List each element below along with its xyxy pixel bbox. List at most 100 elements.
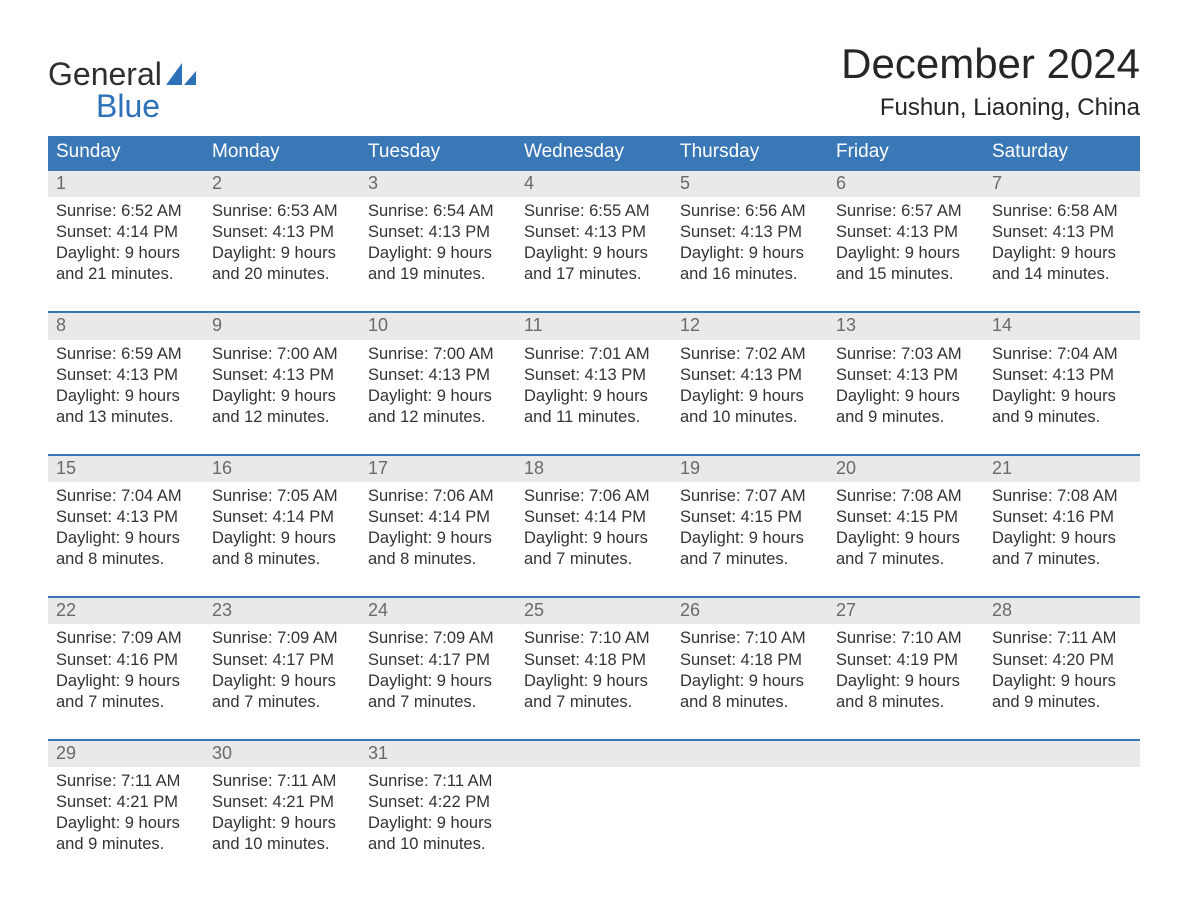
weekday-header-cell: Saturday xyxy=(984,136,1140,169)
calendar-day-cell: 23Sunrise: 7:09 AM Sunset: 4:17 PM Dayli… xyxy=(204,598,360,720)
page-header: General Blue December 2024 Fushun, Liaon… xyxy=(48,40,1140,122)
day-number: 6 xyxy=(828,171,984,197)
day-number: 11 xyxy=(516,313,672,339)
calendar-day-cell: 5 Sunrise: 6:56 AM Sunset: 4:13 PM Daylig… xyxy=(672,171,828,293)
calendar-day-cell: 19 Sunrise: 7:07 AM Sunset: 4:15 PM Dayli… xyxy=(672,456,828,578)
calendar-day-cell xyxy=(672,741,828,863)
logo: General Blue xyxy=(48,40,196,122)
calendar-day-cell: 9 Sunrise: 7:00 AM Sunset: 4:13 PM Daylig… xyxy=(204,313,360,435)
day-number xyxy=(828,741,984,767)
calendar-day-cell: 11 Sunrise: 7:01 AM Sunset: 4:13 PM Dayli… xyxy=(516,313,672,435)
day-number: 27 xyxy=(828,598,984,624)
calendar-week-row: 29 Sunrise: 7:11 AM Sunset: 4:21 PM Dayli… xyxy=(48,739,1140,863)
day-detail-text: Sunrise: 7:04 AM Sunset: 4:13 PM Dayligh… xyxy=(56,486,196,570)
day-detail-text: Sunrise: 7:11 AM Sunset: 4:22 PM Dayligh… xyxy=(368,771,508,855)
day-number: 16 xyxy=(204,456,360,482)
day-number: 29 xyxy=(48,741,204,767)
day-number: 10 xyxy=(360,313,516,339)
title-block: December 2024 Fushun, Liaoning, China xyxy=(841,40,1140,122)
day-number: 26 xyxy=(672,598,828,624)
weekday-header-cell: Monday xyxy=(204,136,360,169)
day-number: 12 xyxy=(672,313,828,339)
month-title: December 2024 xyxy=(841,40,1140,88)
day-detail-text: Sunrise: 6:52 AM Sunset: 4:14 PM Dayligh… xyxy=(56,201,196,285)
day-number: 2 xyxy=(204,171,360,197)
logo-text-blue: Blue xyxy=(48,90,196,122)
day-number: 31 xyxy=(360,741,516,767)
calendar-day-cell: 27 Sunrise: 7:10 AM Sunset: 4:19 PM Dayli… xyxy=(828,598,984,720)
day-number: 4 xyxy=(516,171,672,197)
logo-sail-icon xyxy=(166,58,196,90)
day-detail-text: Sunrise: 7:01 AM Sunset: 4:13 PM Dayligh… xyxy=(524,344,664,428)
calendar-day-cell xyxy=(984,741,1140,863)
day-detail-text: Sunrise: 7:09 AM Sunset: 4:16 PM Dayligh… xyxy=(56,628,196,712)
day-detail-text: Sunrise: 6:58 AM Sunset: 4:13 PM Dayligh… xyxy=(992,201,1132,285)
day-number: 19 xyxy=(672,456,828,482)
day-number: 15 xyxy=(48,456,204,482)
weekday-header-row: SundayMondayTuesdayWednesdayThursdayFrid… xyxy=(48,136,1140,169)
calendar-day-cell: 17 Sunrise: 7:06 AM Sunset: 4:14 PM Dayli… xyxy=(360,456,516,578)
calendar-day-cell: 2 Sunrise: 6:53 AM Sunset: 4:13 PM Daylig… xyxy=(204,171,360,293)
calendar-week-row: 22Sunrise: 7:09 AM Sunset: 4:16 PM Dayli… xyxy=(48,596,1140,720)
calendar-day-cell: 10 Sunrise: 7:00 AM Sunset: 4:13 PM Dayli… xyxy=(360,313,516,435)
logo-text-general: General xyxy=(48,58,162,90)
calendar-day-cell: 13 Sunrise: 7:03 AM Sunset: 4:13 PM Dayli… xyxy=(828,313,984,435)
weekday-header-cell: Wednesday xyxy=(516,136,672,169)
weekday-header-cell: Tuesday xyxy=(360,136,516,169)
day-detail-text: Sunrise: 7:10 AM Sunset: 4:18 PM Dayligh… xyxy=(524,628,664,712)
calendar-day-cell: 21 Sunrise: 7:08 AM Sunset: 4:16 PM Dayli… xyxy=(984,456,1140,578)
calendar-day-cell: 4Sunrise: 6:55 AM Sunset: 4:13 PM Daylig… xyxy=(516,171,672,293)
calendar-day-cell: 16 Sunrise: 7:05 AM Sunset: 4:14 PM Dayli… xyxy=(204,456,360,578)
calendar-day-cell: 20Sunrise: 7:08 AM Sunset: 4:15 PM Dayli… xyxy=(828,456,984,578)
day-number: 25 xyxy=(516,598,672,624)
calendar-day-cell: 30Sunrise: 7:11 AM Sunset: 4:21 PM Dayli… xyxy=(204,741,360,863)
day-detail-text: Sunrise: 7:11 AM Sunset: 4:21 PM Dayligh… xyxy=(212,771,352,855)
day-number: 7 xyxy=(984,171,1140,197)
day-detail-text: Sunrise: 7:07 AM Sunset: 4:15 PM Dayligh… xyxy=(680,486,820,570)
day-detail-text: Sunrise: 6:54 AM Sunset: 4:13 PM Dayligh… xyxy=(368,201,508,285)
day-number: 8 xyxy=(48,313,204,339)
calendar: SundayMondayTuesdayWednesdayThursdayFrid… xyxy=(48,136,1140,863)
calendar-day-cell: 25 Sunrise: 7:10 AM Sunset: 4:18 PM Dayli… xyxy=(516,598,672,720)
calendar-day-cell xyxy=(828,741,984,863)
day-number: 21 xyxy=(984,456,1140,482)
day-detail-text: Sunrise: 7:06 AM Sunset: 4:14 PM Dayligh… xyxy=(368,486,508,570)
calendar-day-cell: 12 Sunrise: 7:02 AM Sunset: 4:13 PM Dayli… xyxy=(672,313,828,435)
day-detail-text: Sunrise: 7:08 AM Sunset: 4:16 PM Dayligh… xyxy=(992,486,1132,570)
day-number xyxy=(672,741,828,767)
day-detail-text: Sunrise: 7:03 AM Sunset: 4:13 PM Dayligh… xyxy=(836,344,976,428)
day-number: 3 xyxy=(360,171,516,197)
calendar-week-row: 1 Sunrise: 6:52 AM Sunset: 4:14 PM Daylig… xyxy=(48,169,1140,293)
calendar-day-cell: 18Sunrise: 7:06 AM Sunset: 4:14 PM Dayli… xyxy=(516,456,672,578)
day-detail-text: Sunrise: 6:53 AM Sunset: 4:13 PM Dayligh… xyxy=(212,201,352,285)
calendar-day-cell: 6Sunrise: 6:57 AM Sunset: 4:13 PM Daylig… xyxy=(828,171,984,293)
day-number: 17 xyxy=(360,456,516,482)
day-detail-text: Sunrise: 7:10 AM Sunset: 4:19 PM Dayligh… xyxy=(836,628,976,712)
calendar-day-cell: 3 Sunrise: 6:54 AM Sunset: 4:13 PM Daylig… xyxy=(360,171,516,293)
day-detail-text: Sunrise: 7:00 AM Sunset: 4:13 PM Dayligh… xyxy=(368,344,508,428)
day-number: 14 xyxy=(984,313,1140,339)
day-number: 9 xyxy=(204,313,360,339)
day-detail-text: Sunrise: 7:09 AM Sunset: 4:17 PM Dayligh… xyxy=(368,628,508,712)
day-detail-text: Sunrise: 7:02 AM Sunset: 4:13 PM Dayligh… xyxy=(680,344,820,428)
day-detail-text: Sunrise: 7:06 AM Sunset: 4:14 PM Dayligh… xyxy=(524,486,664,570)
weekday-header-cell: Sunday xyxy=(48,136,204,169)
day-detail-text: Sunrise: 7:05 AM Sunset: 4:14 PM Dayligh… xyxy=(212,486,352,570)
day-detail-text: Sunrise: 7:09 AM Sunset: 4:17 PM Dayligh… xyxy=(212,628,352,712)
day-number: 1 xyxy=(48,171,204,197)
day-number: 24 xyxy=(360,598,516,624)
calendar-day-cell: 1 Sunrise: 6:52 AM Sunset: 4:14 PM Daylig… xyxy=(48,171,204,293)
calendar-week-row: 15 Sunrise: 7:04 AM Sunset: 4:13 PM Dayli… xyxy=(48,454,1140,578)
calendar-day-cell: 14 Sunrise: 7:04 AM Sunset: 4:13 PM Dayli… xyxy=(984,313,1140,435)
day-detail-text: Sunrise: 7:00 AM Sunset: 4:13 PM Dayligh… xyxy=(212,344,352,428)
calendar-week-row: 8 Sunrise: 6:59 AM Sunset: 4:13 PM Daylig… xyxy=(48,311,1140,435)
calendar-day-cell: 28Sunrise: 7:11 AM Sunset: 4:20 PM Dayli… xyxy=(984,598,1140,720)
day-detail-text: Sunrise: 6:59 AM Sunset: 4:13 PM Dayligh… xyxy=(56,344,196,428)
day-detail-text: Sunrise: 7:10 AM Sunset: 4:18 PM Dayligh… xyxy=(680,628,820,712)
day-number: 5 xyxy=(672,171,828,197)
day-detail-text: Sunrise: 7:04 AM Sunset: 4:13 PM Dayligh… xyxy=(992,344,1132,428)
day-number: 13 xyxy=(828,313,984,339)
day-detail-text: Sunrise: 6:56 AM Sunset: 4:13 PM Dayligh… xyxy=(680,201,820,285)
calendar-day-cell: 22Sunrise: 7:09 AM Sunset: 4:16 PM Dayli… xyxy=(48,598,204,720)
day-detail-text: Sunrise: 7:11 AM Sunset: 4:21 PM Dayligh… xyxy=(56,771,196,855)
